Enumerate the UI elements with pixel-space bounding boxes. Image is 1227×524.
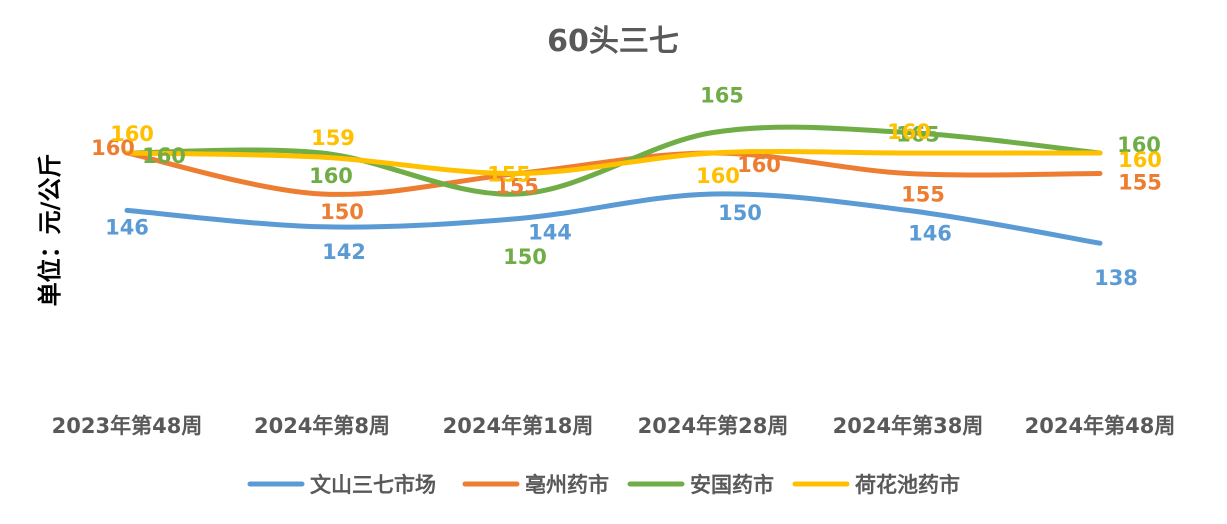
series-lines: [124, 124, 1103, 246]
x-tick-label: 2024年第18周: [443, 414, 594, 438]
legend-label: 安国药市: [690, 473, 774, 497]
data-label: 144: [528, 221, 572, 245]
x-tick-label: 2024年第28周: [638, 414, 789, 438]
data-label: 150: [503, 245, 547, 269]
data-label: 155: [901, 183, 945, 207]
series-line-3: [124, 148, 1103, 177]
x-tick-label: 2024年第8周: [254, 414, 390, 438]
legend-label: 文山三七市场: [310, 473, 436, 497]
x-tick-label: 2023年第48周: [52, 414, 203, 438]
data-label: 160: [91, 136, 135, 160]
data-label: 150: [718, 201, 762, 225]
data-label: 155: [487, 163, 531, 187]
x-axis-ticks: 2023年第48周 2024年第8周 2024年第18周 2024年第28周 2024年…: [52, 414, 1176, 438]
data-label: 160: [1118, 148, 1162, 172]
data-label: 165: [896, 123, 940, 147]
data-label: 160: [309, 164, 353, 188]
data-label: 160: [696, 164, 740, 188]
series-line-0: [124, 191, 1103, 246]
y-axis-label: 单位：元/公斤: [36, 154, 64, 307]
legend-label: 亳州药市: [525, 473, 609, 497]
data-label: 160: [887, 120, 931, 144]
data-label: 146: [105, 215, 149, 239]
data-label: 165: [700, 84, 744, 108]
data-label: 155: [1118, 171, 1162, 195]
data-label: 160: [737, 153, 781, 177]
data-label: 160: [110, 122, 154, 146]
data-label: 159: [311, 126, 355, 150]
legend-label: 荷花池药市: [855, 473, 960, 497]
data-label: 142: [322, 240, 366, 264]
data-label: 146: [908, 221, 952, 245]
data-label: 150: [320, 200, 364, 224]
data-label: 138: [1094, 266, 1138, 290]
legend: 文山三七市场 亳州药市 安国药市 荷花池药市: [247, 473, 960, 497]
data-label: 155: [495, 175, 539, 199]
x-tick-label: 2024年第48周: [1025, 414, 1176, 438]
data-label: 160: [142, 144, 186, 168]
chart-title: 60头三七: [547, 24, 679, 59]
data-label: 160: [1117, 133, 1161, 157]
series-line-1: [124, 150, 1103, 197]
x-tick-label: 2024年第38周: [833, 414, 984, 438]
